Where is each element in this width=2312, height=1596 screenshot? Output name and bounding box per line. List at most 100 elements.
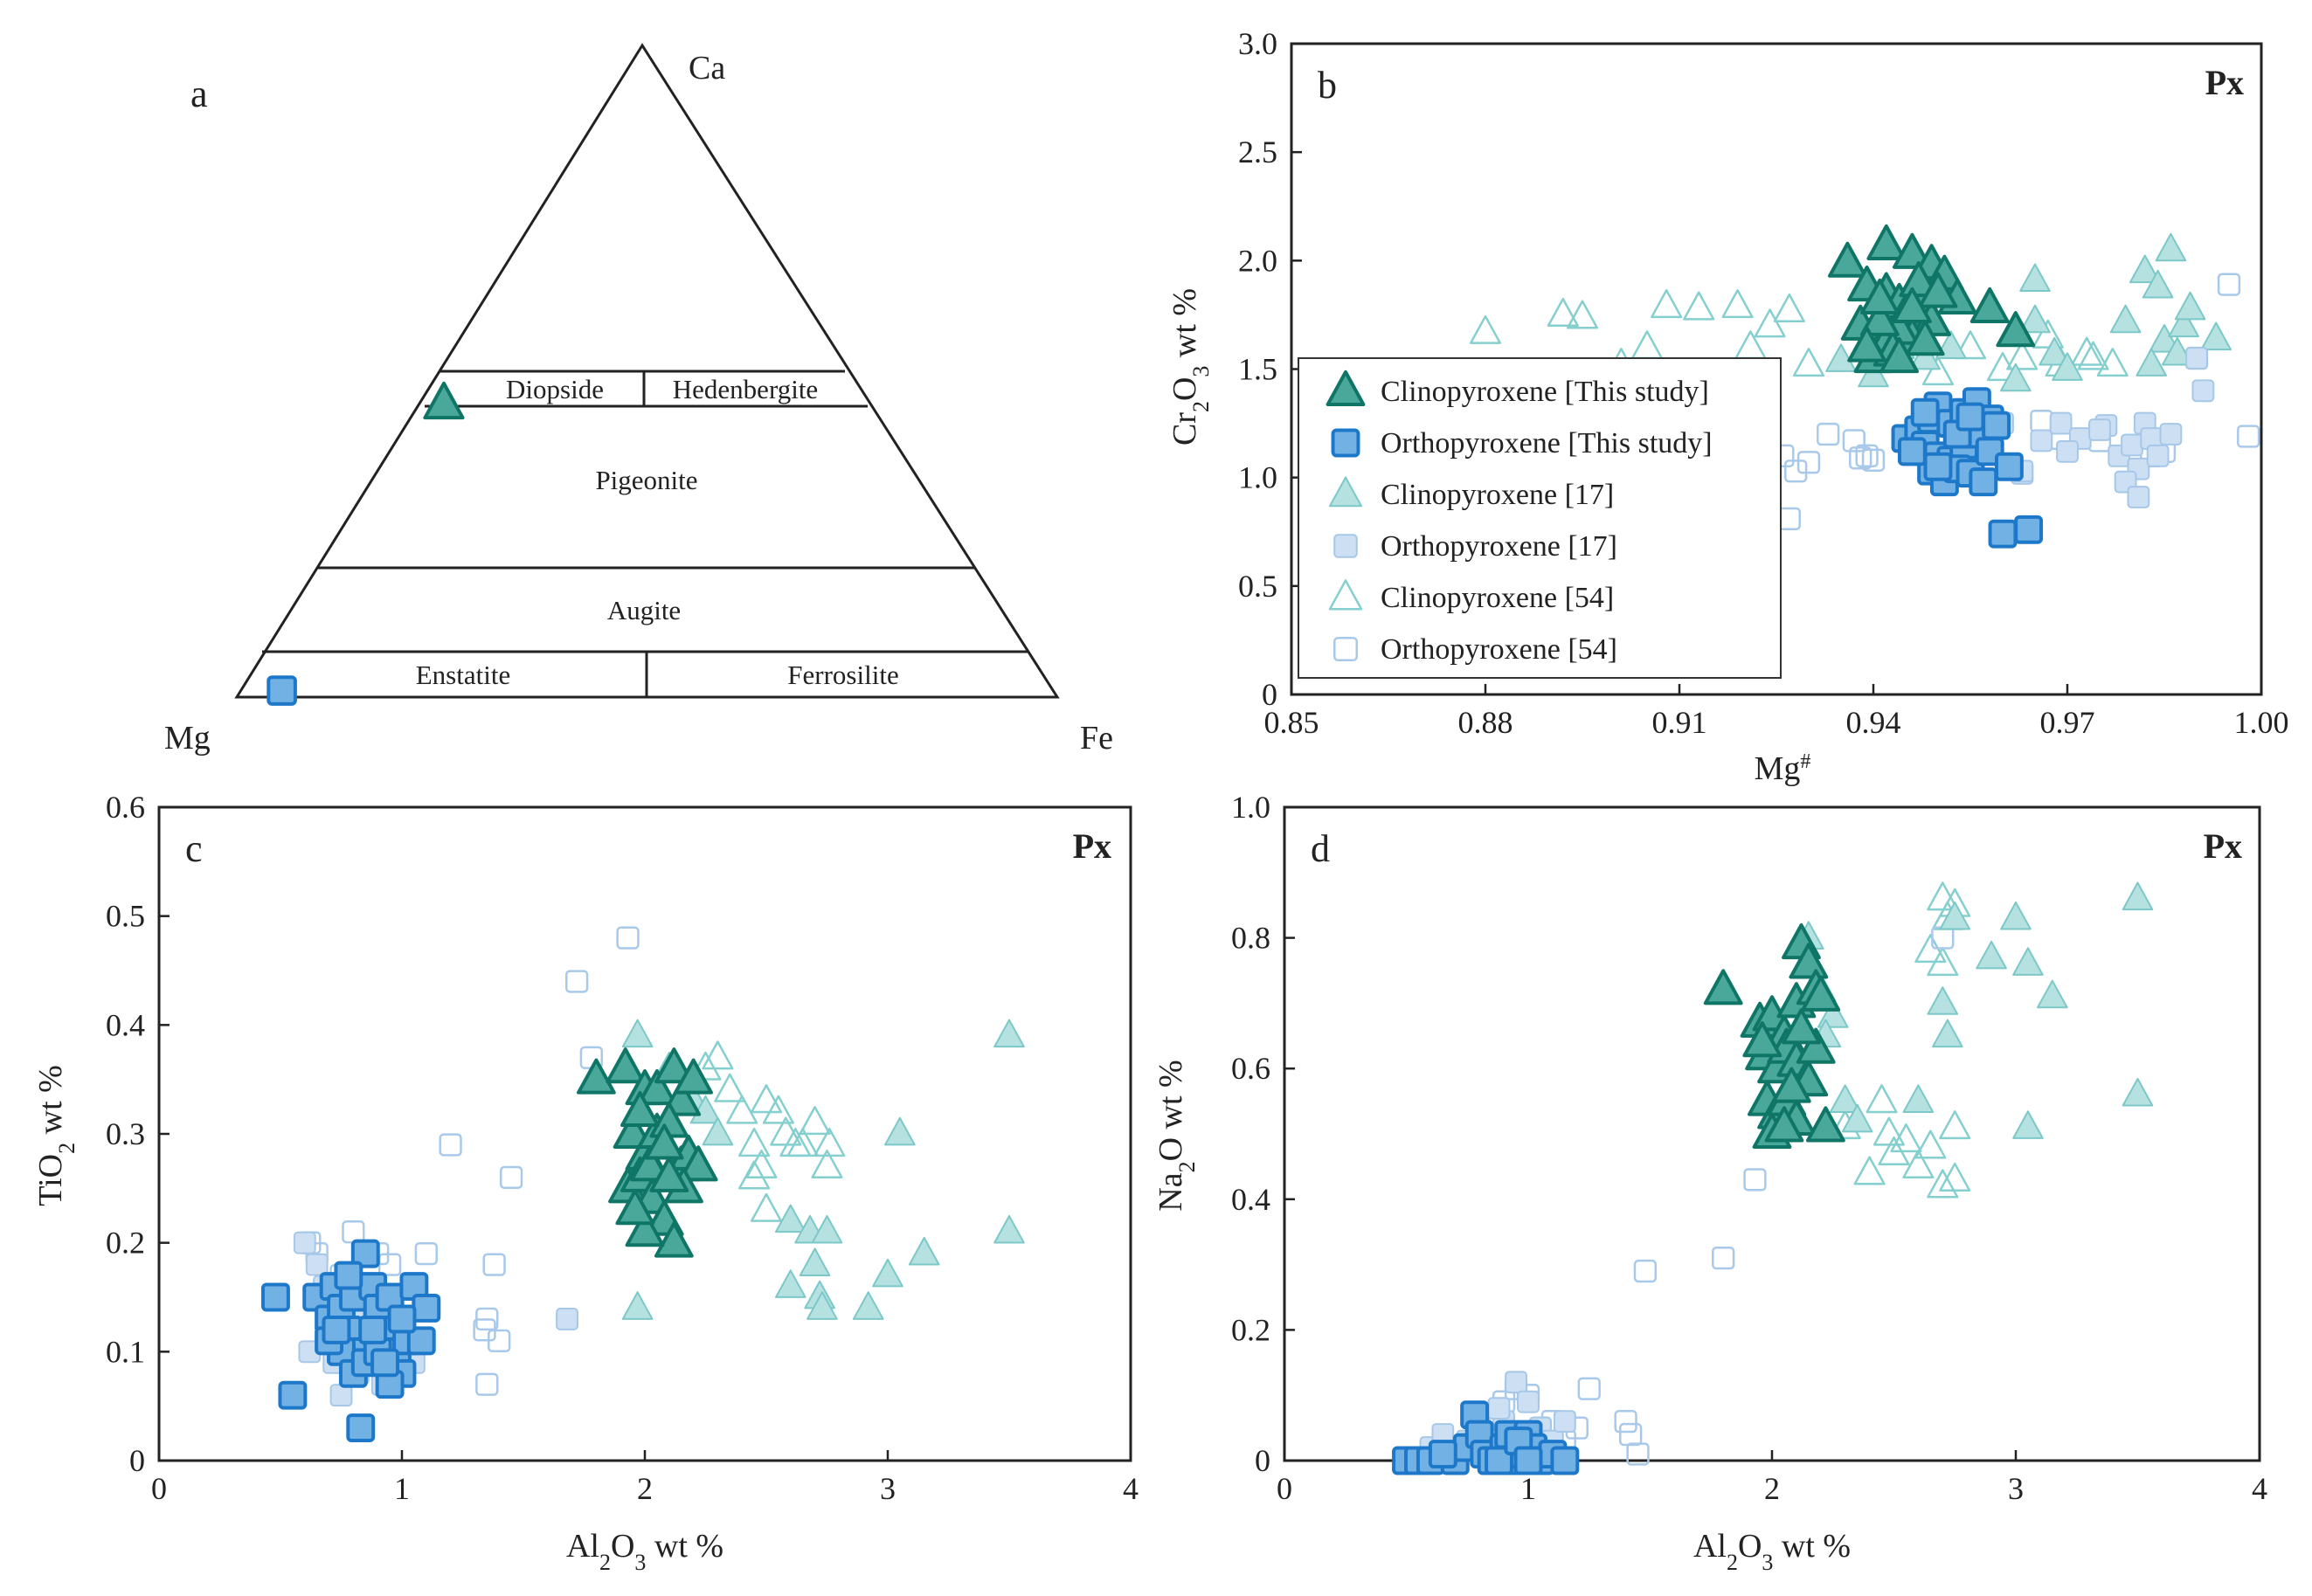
data-point-triangle-open [2071,336,2103,366]
data-point-square-open [439,1133,462,1157]
data-point-triangle-open [714,1073,746,1102]
data-point-triangle-filled [1969,287,2010,323]
legend-marker-square-light [1333,534,1358,558]
data-point-triangle-light [2168,308,2199,338]
data-point-square-filled [358,1315,388,1344]
data-point-triangle-light [702,1116,734,1146]
y-tick-label: 0.1 [106,1334,145,1369]
data-point-triangle-light [2142,269,2174,299]
data-point-triangle-light [884,1116,916,1146]
data-point-triangle-open [1792,348,1825,377]
data-point-square-filled [1988,519,2018,549]
x-tick-label: 0.97 [2040,705,2095,740]
data-point-square-filled [387,1304,417,1334]
data-point-triangle-filled [1828,241,1867,278]
data-point-triangle-light [2019,304,2051,334]
legend-markers [1326,370,1366,661]
data-point-triangle-light [1935,330,1967,360]
data-point-triangle-light [621,1019,654,1048]
ternary-point-square-filled [267,675,297,706]
y-tick-label: 0.3 [106,1116,145,1151]
y-tick-label: 0.6 [106,790,145,825]
data-point-triangle-light [872,1258,903,1288]
y-tick-label: 0.2 [1231,1312,1270,1347]
data-point-triangle-filled [577,1058,616,1095]
data-point-triangle-light [2000,901,2032,930]
y-tick-label: 0.5 [1238,569,1277,604]
data-point-square-filled [346,1413,376,1443]
data-point-triangle-light [2122,1077,2154,1107]
data-point-triangle-light [993,1214,1025,1244]
data-point-triangle-filled [1782,1008,1821,1045]
data-point-triangle-filled [1918,272,1958,308]
data-point-triangle-filled [649,1156,689,1192]
data-point-square-open [1577,1377,1601,1400]
data-point-triangle-open [1902,1149,1935,1178]
x-tick-label: 0.94 [1846,705,1901,740]
data-point-square-filled [1923,452,1953,481]
y-tick-label: 0.5 [106,899,145,934]
data-point-triangle-filled [678,1145,718,1182]
panel-title-c: Px [1073,826,1111,866]
data-point-triangle-light [806,1291,838,1320]
data-point-triangle-light [2129,254,2161,284]
data-point-square-open [616,926,640,950]
data-point-square-light [2056,439,2079,463]
field-label-enstatite: Enstatite [416,660,510,690]
data-point-triangle-light [1927,986,1959,1015]
data-point-triangle-light [2149,323,2180,353]
data-point-square-open [1777,507,1801,531]
x-tick-label: 0 [1277,1471,1292,1506]
data-point-triangle-filled [615,1189,655,1226]
y-axis-label-c: TiO2 wt % [32,1065,80,1206]
data-point-square-open [1796,451,1821,474]
data-point-triangle-open [1630,330,1664,360]
legend-marker-square-open [1333,637,1358,661]
data-point-triangle-open [762,1095,794,1124]
x-tick-label: 0 [151,1471,167,1506]
data-point-triangle-open [750,1192,783,1222]
data-point-triangle-filled [654,1221,694,1258]
data-point-square-filled [1956,402,1985,432]
data-point-triangle-filled [644,1123,684,1160]
data-point-triangle-filled [1860,300,1900,336]
data-point-square-light [2146,444,2170,467]
data-point-triangle-open [1721,289,1754,319]
data-point-square-open [475,1372,499,1396]
data-point-triangle-light [2109,304,2142,334]
legend-label-opx-54: Orthopyroxene [54] [1381,633,1617,666]
data-point-triangle-open [738,1127,771,1157]
panel-a-ternary: a Ca Mg Fe Diopside Hedenbergite Pigeoni… [164,43,1113,757]
legend-marker-triangle-light [1329,476,1362,508]
data-point-triangle-light [2037,979,2068,1009]
panel-title-b: Px [2205,63,2244,102]
data-point-triangle-open [1866,1084,1898,1114]
data-point-square-open [414,1241,438,1266]
data-point-triangle-light [1829,1084,1861,1113]
data-point-triangle-filled [654,1047,694,1084]
field-label-ferrosilite: Ferrosilite [787,660,898,690]
data-point-square-open [1626,1442,1650,1466]
data-point-triangle-open [726,1095,758,1124]
data-point-triangle-light [2012,1110,2044,1139]
data-point-square-filled [1513,1446,1543,1475]
data-point-triangle-open [1872,1116,1905,1146]
y-tick-label: 0 [1255,1443,1270,1478]
data-point-triangle-open [1469,314,1502,344]
data-point-triangle-filled [637,1068,677,1106]
data-point-triangle-filled [1899,261,1939,298]
data-point-triangle-open [786,1127,819,1157]
data-point-triangle-light [775,1269,806,1298]
data-point-square-light [1517,1390,1540,1413]
legend-label-cpx-17: Clinopyroxene [17] [1381,479,1614,511]
data-point-triangle-open [1927,1169,1959,1199]
data-point-square-light [2127,486,2150,508]
data-point-square-open [1743,1168,1767,1192]
legend-label-opx-this: Orthopyroxene [This study] [1381,427,1713,459]
legend-marker-square-filled [1331,428,1360,458]
data-point-square-light [1505,1371,1527,1394]
data-point-triangle-light [775,1204,806,1233]
x-tick-label: 0.85 [1264,705,1319,740]
data-point-triangle-filled [630,1145,669,1182]
data-point-triangle-filled [1905,320,1945,356]
